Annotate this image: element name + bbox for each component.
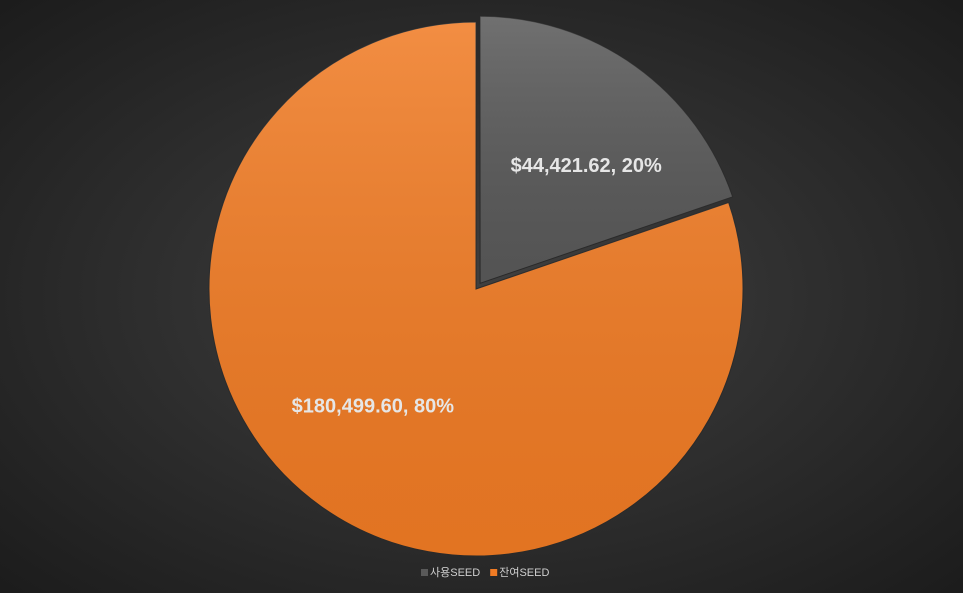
data-label: $44,421.62, 20% bbox=[511, 155, 662, 177]
slice-shading bbox=[480, 16, 733, 284]
legend: 사용SEED 잔여SEED bbox=[421, 566, 549, 579]
legend-swatch bbox=[490, 569, 498, 576]
legend-label: 사용SEED bbox=[430, 566, 480, 579]
data-labels: $44,421.62, 20% $180,499.60, 80% bbox=[292, 155, 662, 417]
pie bbox=[208, 15, 744, 557]
legend-label: 잔여SEED bbox=[499, 566, 549, 579]
slice-shading bbox=[208, 22, 743, 556]
legend-swatch bbox=[421, 569, 428, 576]
data-label: $180,499.60, 80% bbox=[292, 396, 455, 418]
